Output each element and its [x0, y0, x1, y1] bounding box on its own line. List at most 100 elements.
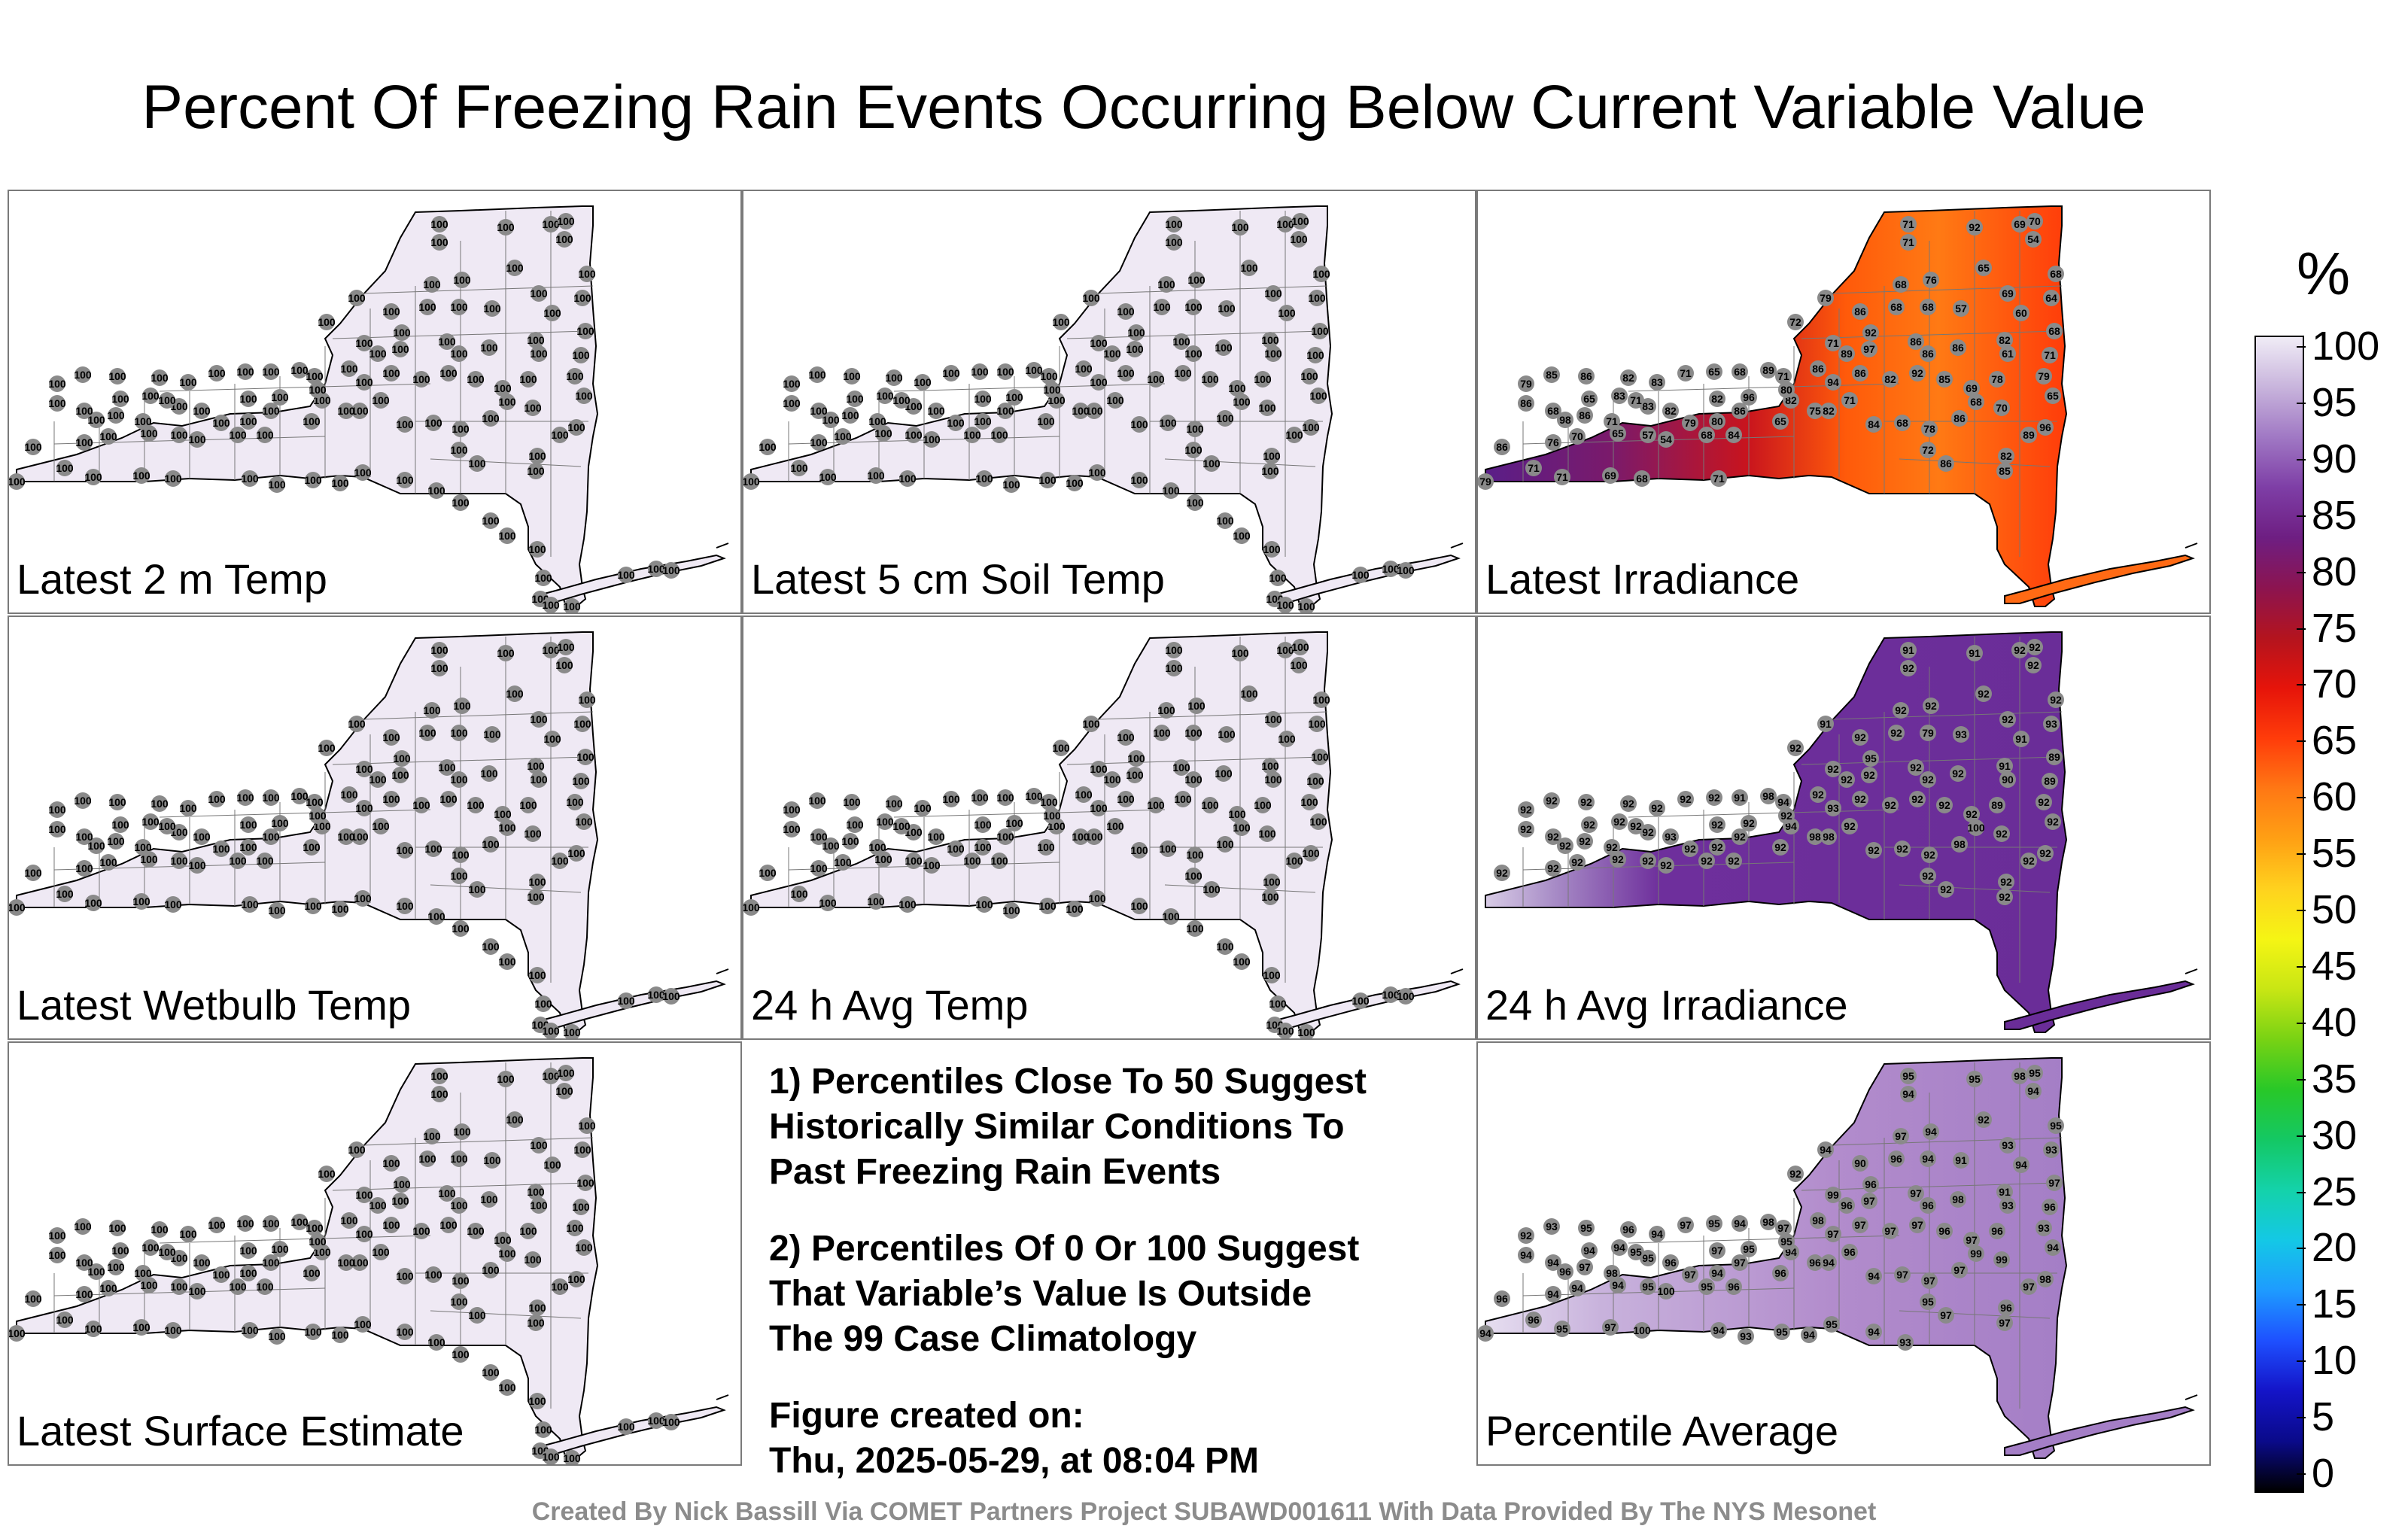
station-marker	[1920, 1150, 1936, 1167]
station-value: 100	[905, 429, 923, 441]
station-marker	[499, 1379, 515, 1396]
station-value: 100	[996, 792, 1014, 804]
station-value: 85	[1546, 369, 1558, 381]
station-marker	[193, 1254, 210, 1271]
station-marker	[452, 920, 469, 937]
station-marker	[1820, 1254, 1837, 1271]
station-marker	[1807, 1254, 1823, 1271]
station-marker	[1968, 819, 1984, 836]
station-marker	[88, 412, 105, 428]
station-value: 100	[1165, 644, 1183, 656]
station-marker	[424, 702, 440, 719]
station-value: 100	[1306, 775, 1324, 787]
station-marker	[1301, 794, 1318, 810]
station-value: 91	[1969, 647, 1981, 659]
station-value: 96	[1622, 1223, 1634, 1236]
station-value: 68	[1734, 366, 1746, 378]
station-marker	[499, 819, 515, 836]
station-marker	[1543, 1218, 1560, 1235]
station-marker	[439, 333, 455, 350]
station-value: 100	[498, 1248, 516, 1260]
station-marker	[1897, 1334, 1914, 1351]
long-island-outline	[2004, 1406, 2195, 1456]
station-marker	[1634, 470, 1650, 487]
station-value: 95	[1743, 1243, 1755, 1255]
station-value: 96	[1890, 1153, 1902, 1165]
station-marker	[291, 362, 308, 378]
station-value: 100	[572, 775, 590, 787]
station-value: 71	[2044, 349, 2056, 361]
station-value: 100	[450, 1153, 468, 1165]
station-marker	[1185, 725, 1202, 741]
station-marker	[213, 840, 230, 857]
station-marker	[1215, 765, 1232, 782]
station-value: 100	[451, 923, 470, 935]
station-marker	[356, 761, 372, 777]
station-value: 95	[1922, 1296, 1934, 1308]
station-marker	[2043, 1141, 2060, 1158]
station-value: 100	[340, 363, 358, 375]
station-value: 100	[974, 393, 992, 405]
station-marker	[397, 472, 413, 488]
station-marker	[1303, 845, 1319, 862]
station-marker	[88, 837, 105, 854]
map-panel-surface-estimate: 100 100 100 100 100 100 100 100 100 100 100 100 100 1…	[8, 1041, 742, 1466]
station-marker	[1301, 368, 1318, 385]
station-marker	[1089, 890, 1105, 907]
station-marker	[544, 731, 561, 747]
station-value: 100	[974, 841, 992, 853]
station-value: 100	[150, 798, 169, 810]
station-value: 100	[1088, 892, 1106, 904]
station-marker	[1996, 758, 2013, 774]
station-marker	[1581, 1242, 1598, 1259]
station-marker	[1569, 428, 1586, 445]
colorbar-tick-label: 30	[2312, 1112, 2358, 1158]
station-marker	[356, 335, 372, 351]
station-value: 100	[241, 898, 259, 910]
station-marker	[499, 1245, 515, 1262]
station-value: 100	[170, 855, 188, 867]
station-value: 100	[306, 796, 324, 808]
station-value: 100	[450, 1199, 468, 1211]
station-marker	[899, 470, 916, 487]
station-value: 71	[1827, 337, 1839, 349]
station-value: 100	[914, 376, 932, 388]
station-value: 100	[573, 292, 591, 304]
station-marker	[1709, 816, 1725, 833]
station-marker	[810, 434, 827, 451]
station-marker	[524, 825, 541, 842]
station-value: 65	[1774, 415, 1786, 427]
station-value: 69	[1604, 470, 1616, 482]
station-value: 100	[467, 799, 485, 811]
station-value: 100	[483, 1154, 501, 1166]
station-marker	[428, 482, 445, 499]
station-marker	[332, 901, 348, 917]
station-value: 100	[1043, 384, 1061, 396]
station-marker	[1131, 416, 1148, 433]
station-value: 100	[1090, 802, 1108, 814]
station-value: 100	[1264, 287, 1282, 299]
station-value: 91	[1820, 718, 1832, 730]
station-marker	[1682, 840, 1698, 857]
station-value: 100	[819, 471, 837, 483]
station-value: 100	[1240, 688, 1258, 700]
station-value: 68	[1636, 473, 1648, 485]
station-marker	[1083, 716, 1099, 732]
station-value: 100	[99, 856, 117, 868]
station-value: 100	[430, 218, 448, 230]
station-marker	[997, 363, 1014, 380]
station-value: 100	[876, 390, 894, 402]
station-value: 100	[348, 1144, 366, 1156]
station-value: 100	[271, 1243, 289, 1255]
station-value: 100	[239, 415, 257, 427]
station-marker	[306, 1220, 323, 1236]
station-value: 100	[534, 998, 552, 1010]
station-value: 100	[497, 221, 515, 233]
station-marker	[159, 818, 175, 834]
station-marker	[1732, 828, 1748, 845]
station-marker	[1158, 276, 1175, 293]
station-value: 100	[1186, 497, 1204, 509]
station-marker	[544, 305, 561, 321]
station-value: 100	[783, 397, 801, 409]
station-value: 69	[1966, 382, 1978, 394]
